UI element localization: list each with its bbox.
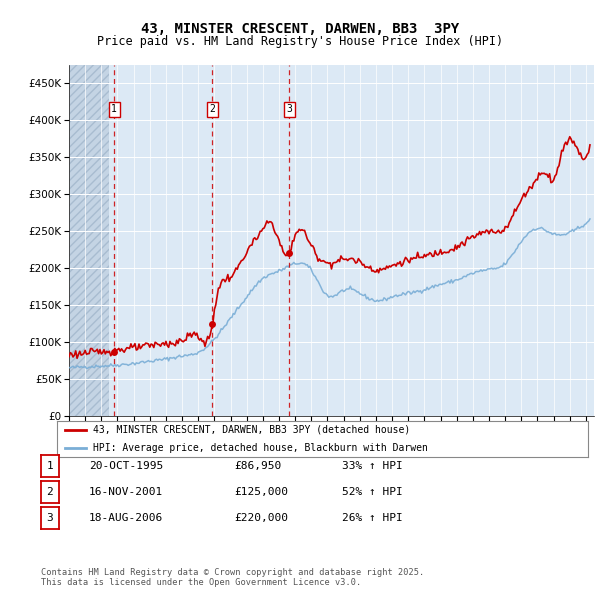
Text: HPI: Average price, detached house, Blackburn with Darwen: HPI: Average price, detached house, Blac… bbox=[93, 443, 428, 453]
Text: 33% ↑ HPI: 33% ↑ HPI bbox=[342, 461, 403, 471]
Text: 52% ↑ HPI: 52% ↑ HPI bbox=[342, 487, 403, 497]
Text: 16-NOV-2001: 16-NOV-2001 bbox=[89, 487, 163, 497]
Text: £86,950: £86,950 bbox=[234, 461, 281, 471]
Text: £220,000: £220,000 bbox=[234, 513, 288, 523]
Text: 43, MINSTER CRESCENT, DARWEN, BB3  3PY: 43, MINSTER CRESCENT, DARWEN, BB3 3PY bbox=[141, 22, 459, 37]
Text: 43, MINSTER CRESCENT, DARWEN, BB3 3PY (detached house): 43, MINSTER CRESCENT, DARWEN, BB3 3PY (d… bbox=[93, 425, 410, 435]
Text: 3: 3 bbox=[46, 513, 53, 523]
Bar bbox=[69, 65, 109, 416]
Text: 1: 1 bbox=[111, 104, 117, 114]
Text: 20-OCT-1995: 20-OCT-1995 bbox=[89, 461, 163, 471]
Text: 2: 2 bbox=[46, 487, 53, 497]
Text: Price paid vs. HM Land Registry's House Price Index (HPI): Price paid vs. HM Land Registry's House … bbox=[97, 35, 503, 48]
Text: £125,000: £125,000 bbox=[234, 487, 288, 497]
Text: 18-AUG-2006: 18-AUG-2006 bbox=[89, 513, 163, 523]
Text: 26% ↑ HPI: 26% ↑ HPI bbox=[342, 513, 403, 523]
Text: 1: 1 bbox=[46, 461, 53, 471]
Text: Contains HM Land Registry data © Crown copyright and database right 2025.
This d: Contains HM Land Registry data © Crown c… bbox=[41, 568, 424, 587]
Text: 2: 2 bbox=[209, 104, 215, 114]
Text: 3: 3 bbox=[286, 104, 292, 114]
